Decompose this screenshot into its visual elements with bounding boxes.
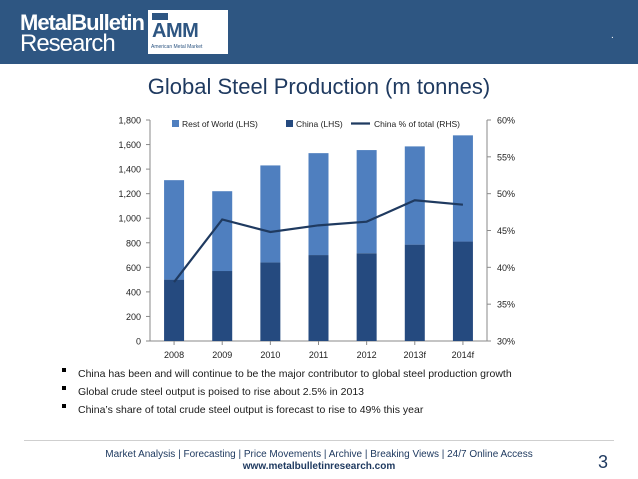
bullet-marker: [62, 368, 66, 372]
bullet-text: China has been and will continue to be t…: [78, 368, 512, 380]
bar-china: [260, 262, 281, 341]
metalbulletin-logo[interactable]: MetalBulletin Research: [20, 10, 145, 57]
legend-china-share-label: China % of total (RHS): [374, 119, 460, 129]
bar-rest-of-world: [404, 146, 425, 245]
footer-links[interactable]: Market Analysis | Forecasting | Price Mo…: [105, 449, 533, 460]
bullet-item: China’s share of total crude steel outpu…: [60, 401, 630, 419]
bar-rest-of-world: [308, 153, 329, 256]
bullet-text: China’s share of total crude steel outpu…: [78, 404, 424, 416]
bar-china: [404, 244, 425, 341]
y-left-tick-label: 1,600: [118, 140, 141, 150]
y-right-tick-label: 50%: [497, 189, 515, 199]
steel-production-chart: 0 200 400 600 800 1,000 1,200 1,400 1,600 1,800 30…: [118, 116, 515, 361]
bar-china: [356, 253, 377, 341]
header-corner-mark: .: [611, 30, 614, 41]
bar-china: [212, 271, 233, 341]
logo-line2: Research: [20, 30, 116, 57]
footer-divider: [24, 440, 614, 441]
amm-logo-mark: [152, 13, 168, 20]
bar-china: [452, 241, 473, 341]
x-tick-label: 2012: [357, 350, 377, 360]
footer-url[interactable]: www.metalbulletinresearch.com: [242, 461, 396, 472]
bar-rest-of-world: [212, 191, 233, 272]
bullet-item: China has been and will continue to be t…: [60, 365, 630, 383]
bar-rest-of-world: [260, 165, 281, 263]
amm-logo-tagline: American Metal Market: [151, 44, 203, 50]
y-right-tick-label: 35%: [497, 300, 515, 310]
y-left-tick-label: 600: [126, 263, 141, 273]
amm-logo-text: AMM: [152, 20, 199, 42]
y-left-tick-label: 1,200: [118, 189, 141, 199]
y-left-tick-label: 1,800: [118, 116, 141, 126]
line-china-share: [173, 199, 464, 283]
bullet-item: Global crude steel output is poised to r…: [60, 383, 630, 401]
bar-rest-of-world: [356, 150, 377, 254]
legend-rest-of-world-label: Rest of World (LHS): [182, 119, 258, 129]
y-left-tick-label: 200: [126, 312, 141, 322]
x-tick-label: 2010: [260, 350, 280, 360]
bar-rest-of-world: [164, 180, 185, 280]
page-number: 3: [598, 452, 609, 472]
logo-line1: MetalBulletin: [20, 10, 145, 35]
y-left-tick-label: 400: [126, 287, 141, 297]
y-left-tick-label: 800: [126, 238, 141, 248]
y-left-tick-label: 0: [136, 337, 141, 347]
y-right-tick-label: 40%: [497, 263, 515, 273]
y-left-tick-label: 1,000: [118, 214, 141, 224]
x-tick-label: 2008: [164, 350, 184, 360]
y-right-tick-label: 45%: [497, 226, 515, 236]
bullet-marker: [62, 386, 66, 390]
legend-rest-of-world-swatch: [172, 120, 179, 127]
legend-china-swatch: [286, 120, 293, 127]
bar-rest-of-world: [452, 135, 473, 242]
x-tick-label: 2011: [309, 350, 328, 360]
bar-china: [308, 255, 329, 341]
bullet-marker: [62, 404, 66, 408]
bar-china: [164, 279, 185, 341]
amm-logo[interactable]: AMM American Metal Market: [148, 10, 228, 54]
bullet-list: China has been and will continue to be t…: [60, 365, 630, 419]
x-tick-label: 2009: [212, 350, 232, 360]
chart-title: Global Steel Production (m tonnes): [147, 74, 491, 99]
y-right-tick-label: 60%: [497, 116, 515, 126]
y-right-tick-label: 55%: [497, 152, 515, 162]
header-bar: MetalBulletin Research AMM American Meta…: [0, 0, 638, 64]
legend-china-label: China (LHS): [296, 119, 343, 129]
x-tick-label: 2014f: [452, 350, 475, 360]
x-tick-label: 2013f: [404, 350, 427, 360]
bullet-text: Global crude steel output is poised to r…: [78, 386, 365, 398]
y-right-tick-label: 30%: [497, 337, 515, 347]
y-left-tick-label: 1,400: [118, 165, 141, 175]
